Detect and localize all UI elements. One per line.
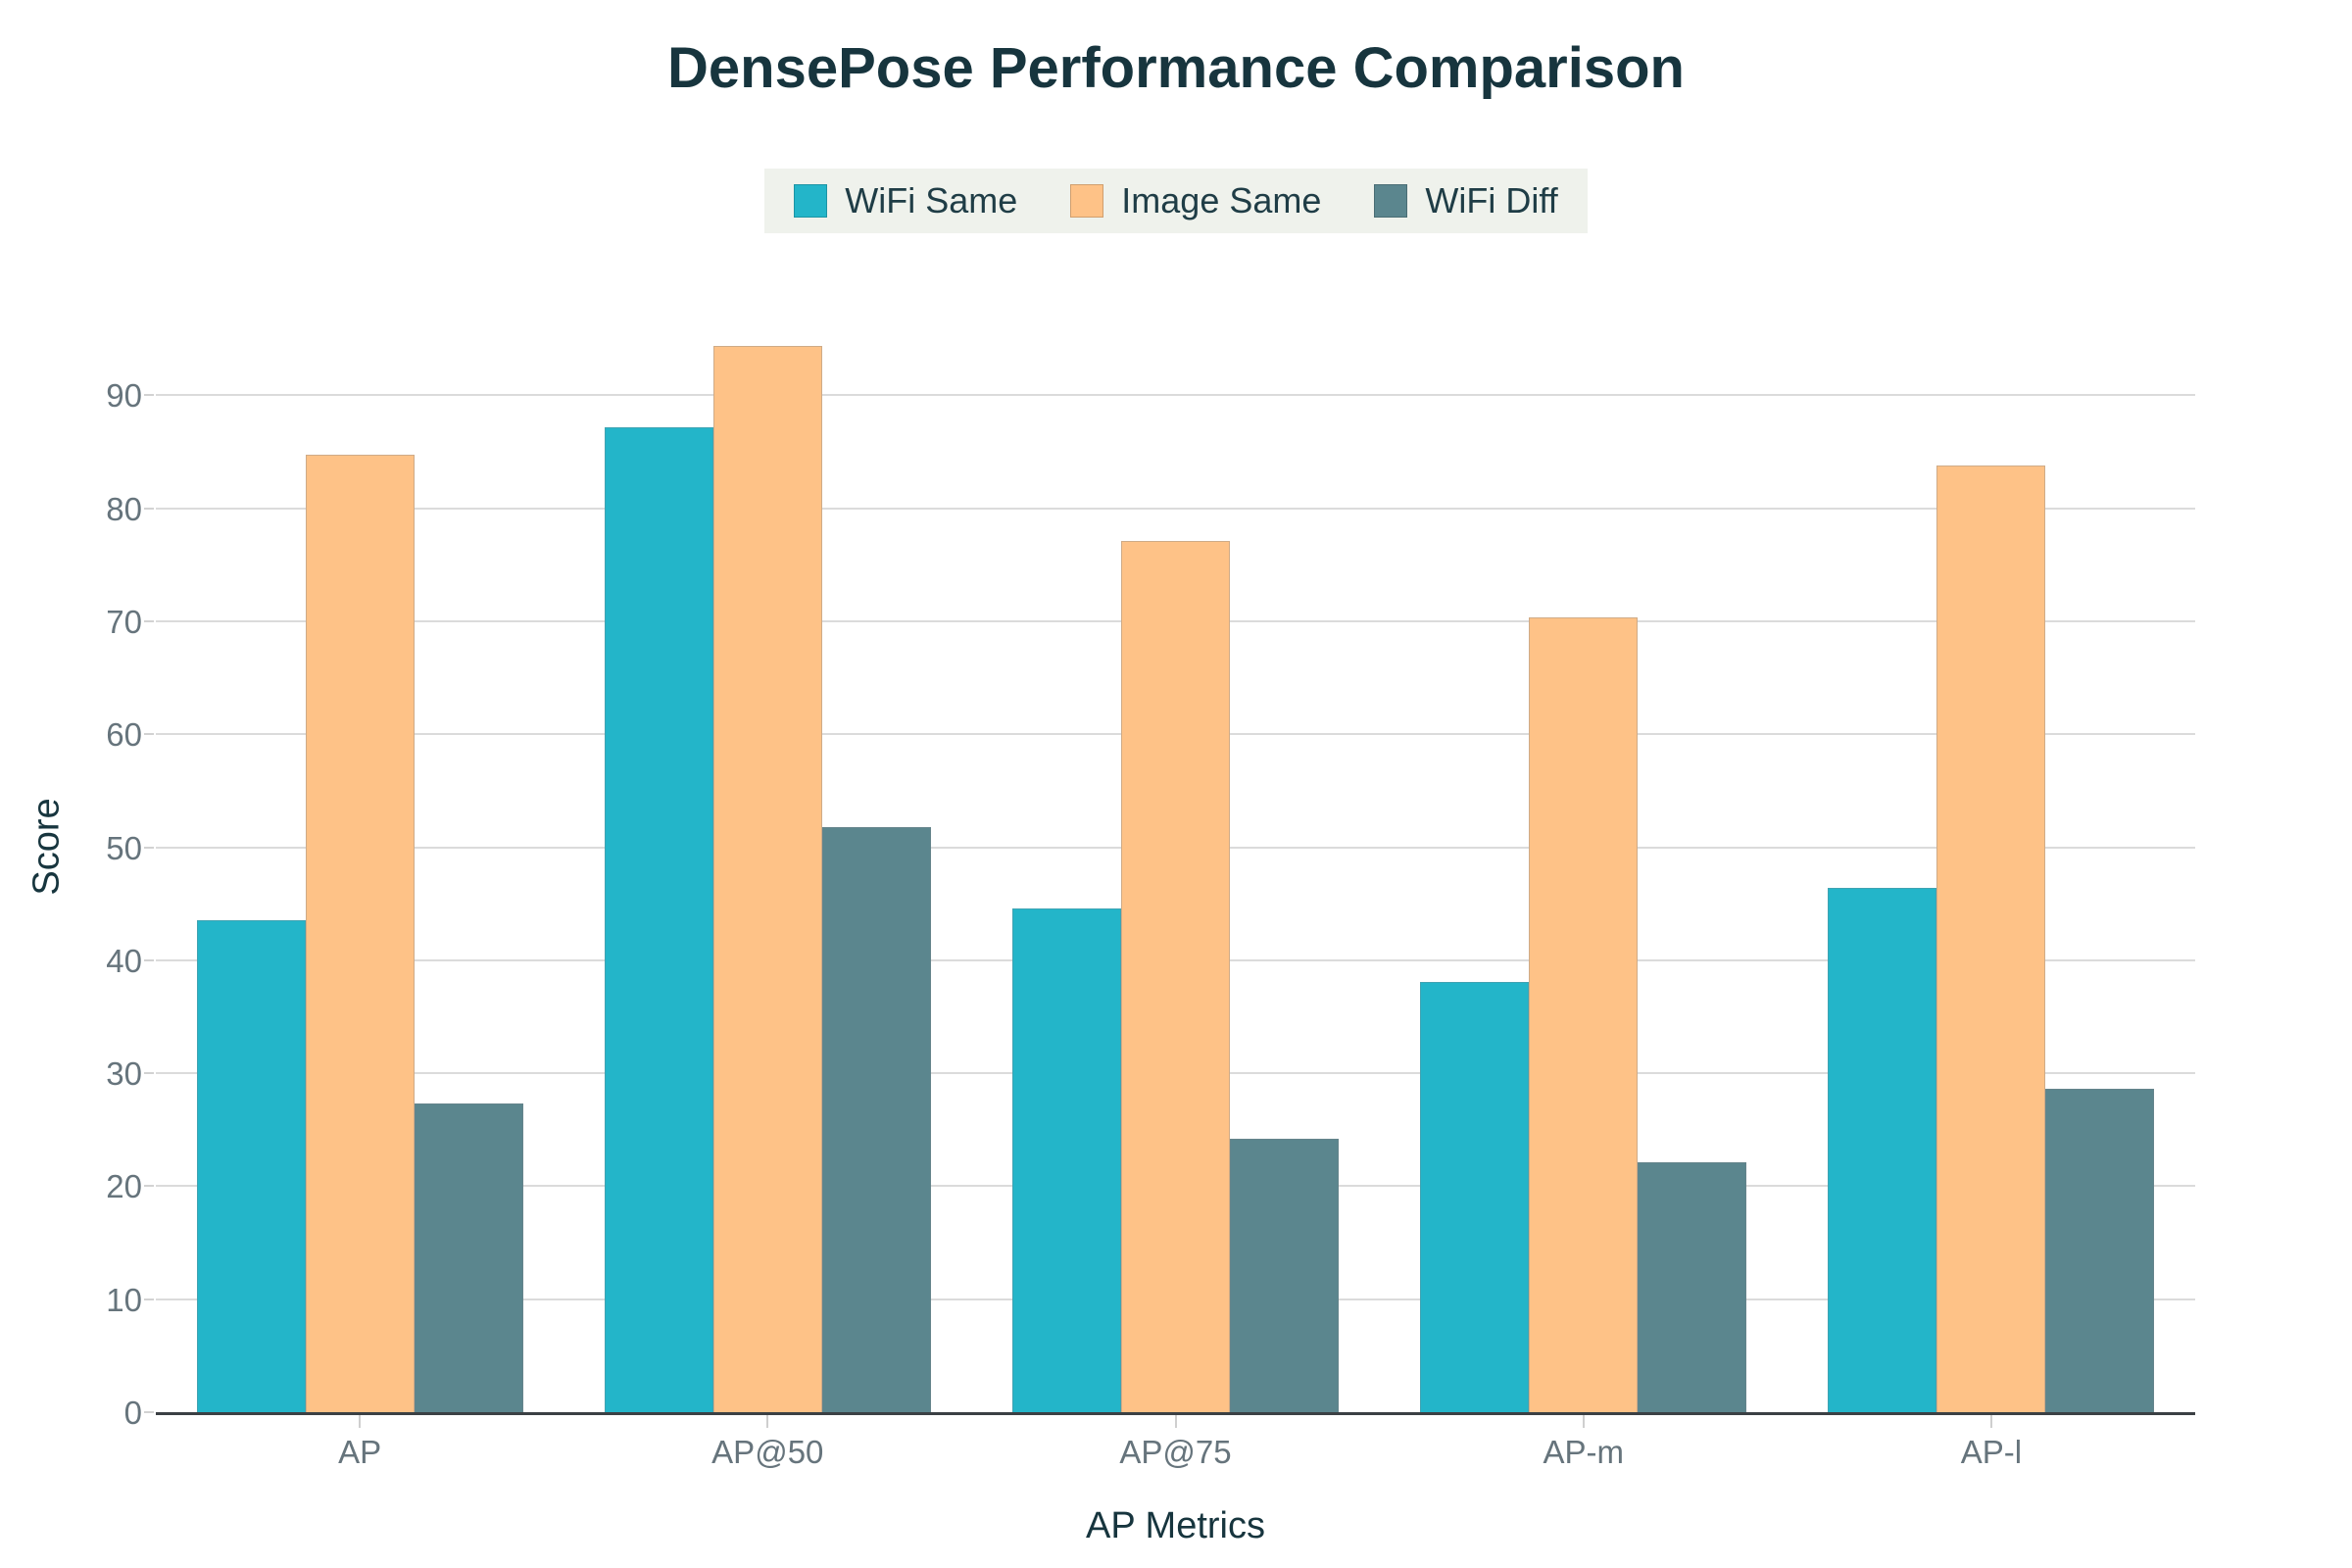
bar-wifi-diff-AP-l xyxy=(2045,1089,2155,1412)
legend-item-image-same: Image Same xyxy=(1070,180,1321,221)
y-tick-mark-30 xyxy=(144,1072,154,1075)
x-tick-mark-AP-m xyxy=(1582,1415,1585,1428)
y-tick-label-40: 40 xyxy=(106,942,142,979)
legend-label: WiFi Same xyxy=(845,180,1018,220)
legend-label: Image Same xyxy=(1121,180,1322,220)
y-tick-label-30: 30 xyxy=(106,1055,142,1093)
y-tick-label-70: 70 xyxy=(106,603,142,640)
y-tick-label-90: 90 xyxy=(106,377,142,415)
x-tick-mark-AP@75 xyxy=(1174,1415,1177,1428)
bar-group-AP-m xyxy=(1420,617,1747,1412)
y-tick-label-50: 50 xyxy=(106,829,142,866)
x-tick-label-AP@50: AP@50 xyxy=(711,1434,824,1470)
y-tick-mark-20 xyxy=(144,1185,154,1188)
bar-image-same-AP-m xyxy=(1529,617,1639,1412)
bar-wifi-diff-AP xyxy=(414,1103,523,1412)
y-tick-mark-70 xyxy=(144,619,154,622)
x-tick-label-AP: AP xyxy=(338,1434,382,1470)
y-tick-mark-0 xyxy=(144,1411,154,1413)
chart-title: DensePose Performance Comparison xyxy=(667,36,1685,100)
x-tick-mark-AP xyxy=(359,1415,362,1428)
bar-wifi-same-AP@75 xyxy=(1012,907,1121,1412)
y-tick-mark-60 xyxy=(144,733,154,736)
plot-area xyxy=(156,282,2195,1415)
legend-item-wifi-diff: WiFi Diff xyxy=(1374,180,1558,221)
y-tick-label-10: 10 xyxy=(106,1281,142,1318)
bar-group-AP xyxy=(196,455,523,1412)
bar-group-AP@50 xyxy=(604,345,931,1412)
bar-group-AP@75 xyxy=(1012,541,1339,1412)
y-tick-mark-50 xyxy=(144,846,154,849)
y-tick-mark-80 xyxy=(144,507,154,510)
legend-swatch-wifi-same-icon xyxy=(794,184,828,218)
gridline-y-90 xyxy=(156,394,2195,397)
legend-swatch-image-same-icon xyxy=(1070,184,1104,218)
y-tick-mark-10 xyxy=(144,1298,154,1300)
bar-wifi-diff-AP-m xyxy=(1638,1162,1747,1412)
bar-wifi-diff-AP@50 xyxy=(821,826,931,1412)
bar-wifi-same-AP-l xyxy=(1828,888,1937,1412)
y-tick-label-80: 80 xyxy=(106,490,142,527)
x-axis-title: AP Metrics xyxy=(1085,1505,1265,1546)
y-axis-title: Score xyxy=(25,798,68,896)
bar-image-same-AP-l xyxy=(1936,465,2046,1412)
bar-wifi-diff-AP@75 xyxy=(1230,1138,1339,1412)
y-tick-mark-40 xyxy=(144,958,154,961)
legend-swatch-wifi-diff-icon xyxy=(1374,184,1408,218)
bar-wifi-same-AP@50 xyxy=(604,426,713,1412)
bar-image-same-AP@75 xyxy=(1121,541,1230,1412)
bar-wifi-same-AP-m xyxy=(1420,981,1530,1412)
y-tick-mark-90 xyxy=(144,394,154,397)
legend: WiFi Same Image Same WiFi Diff xyxy=(764,169,1588,233)
y-tick-label-20: 20 xyxy=(106,1168,142,1205)
x-tick-label-AP@75: AP@75 xyxy=(1119,1434,1232,1470)
bar-image-same-AP xyxy=(305,455,415,1412)
y-tick-label-60: 60 xyxy=(106,716,142,754)
gridline-y-80 xyxy=(156,507,2195,510)
legend-item-wifi-same: WiFi Same xyxy=(794,180,1017,221)
x-tick-mark-AP@50 xyxy=(766,1415,769,1428)
y-tick-label-0: 0 xyxy=(123,1395,142,1431)
legend-label: WiFi Diff xyxy=(1425,180,1558,220)
x-tick-label-AP-l: AP-l xyxy=(1960,1434,2023,1470)
x-tick-label-AP-m: AP-m xyxy=(1543,1434,1624,1470)
x-tick-mark-AP-l xyxy=(1989,1415,1992,1428)
bar-image-same-AP@50 xyxy=(712,345,822,1412)
bar-group-AP-l xyxy=(1828,465,2155,1412)
bar-wifi-same-AP xyxy=(196,920,306,1412)
